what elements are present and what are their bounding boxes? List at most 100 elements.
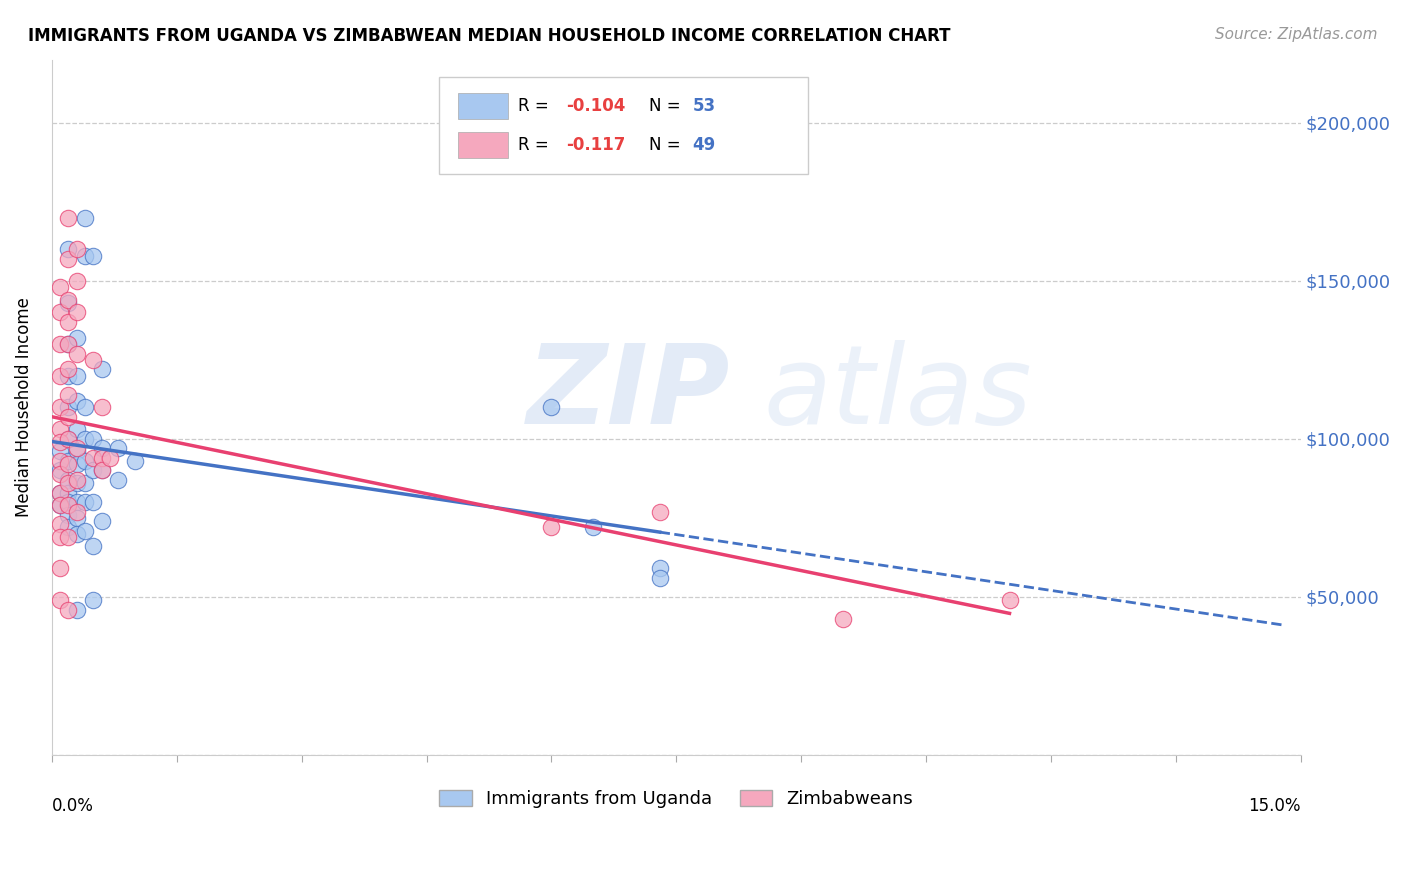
Point xyxy=(58,315,80,329)
Point xyxy=(66,242,89,256)
FancyBboxPatch shape xyxy=(458,132,508,159)
Point xyxy=(66,476,89,491)
Point xyxy=(58,520,80,534)
Point xyxy=(90,463,112,477)
Point xyxy=(90,442,112,456)
Point xyxy=(58,530,80,544)
Point xyxy=(66,495,89,509)
Point xyxy=(58,252,80,266)
Text: 53: 53 xyxy=(693,97,716,115)
Point xyxy=(49,280,72,294)
Point xyxy=(49,517,72,532)
Point xyxy=(58,473,80,487)
Point xyxy=(107,442,129,456)
Point xyxy=(58,362,80,376)
Point xyxy=(58,401,80,415)
Point xyxy=(66,511,89,525)
Point xyxy=(75,401,97,415)
Text: 15.0%: 15.0% xyxy=(1249,797,1301,814)
Point xyxy=(49,305,72,319)
Text: 0.0%: 0.0% xyxy=(52,797,94,814)
Point xyxy=(90,362,112,376)
Point xyxy=(58,387,80,401)
Point xyxy=(998,593,1021,607)
Y-axis label: Median Household Income: Median Household Income xyxy=(15,297,32,517)
Point xyxy=(58,296,80,310)
Point xyxy=(49,463,72,477)
Point xyxy=(49,485,72,500)
Point xyxy=(49,593,72,607)
Point xyxy=(58,409,80,424)
Point xyxy=(82,539,104,553)
Point xyxy=(66,368,89,383)
Text: Source: ZipAtlas.com: Source: ZipAtlas.com xyxy=(1215,27,1378,42)
Point xyxy=(58,211,80,225)
Point xyxy=(66,457,89,471)
Text: -0.117: -0.117 xyxy=(567,136,626,154)
Point xyxy=(75,524,97,538)
Point xyxy=(82,450,104,465)
Point xyxy=(58,495,80,509)
Point xyxy=(58,432,80,446)
Point xyxy=(66,274,89,288)
Point xyxy=(49,444,72,458)
Point xyxy=(66,442,89,456)
Point xyxy=(82,432,104,446)
Point xyxy=(49,401,72,415)
Point xyxy=(66,305,89,319)
Point xyxy=(49,561,72,575)
Point xyxy=(66,393,89,408)
Point xyxy=(75,248,97,262)
Text: R =: R = xyxy=(517,136,554,154)
Point xyxy=(648,571,671,585)
Point xyxy=(648,504,671,518)
Point xyxy=(90,514,112,528)
Point xyxy=(66,422,89,436)
Point xyxy=(66,346,89,360)
Text: 49: 49 xyxy=(693,136,716,154)
Text: atlas: atlas xyxy=(763,340,1032,447)
Point xyxy=(82,248,104,262)
Point xyxy=(832,612,855,626)
Point xyxy=(75,476,97,491)
Point xyxy=(58,498,80,512)
Point xyxy=(66,602,89,616)
Point xyxy=(540,520,562,534)
Point xyxy=(107,473,129,487)
Point xyxy=(648,561,671,575)
Point xyxy=(58,602,80,616)
Point xyxy=(49,422,72,436)
FancyBboxPatch shape xyxy=(439,77,807,174)
Point xyxy=(90,450,112,465)
Point xyxy=(66,444,89,458)
Text: ZIP: ZIP xyxy=(526,340,730,447)
Point xyxy=(75,454,97,468)
Point xyxy=(58,457,80,471)
Point xyxy=(66,473,89,487)
Text: N =: N = xyxy=(650,136,686,154)
Point xyxy=(58,337,80,351)
Point xyxy=(58,293,80,307)
Point xyxy=(90,463,112,477)
Point xyxy=(58,508,80,522)
Point xyxy=(66,331,89,345)
Point xyxy=(75,432,97,446)
Text: -0.104: -0.104 xyxy=(567,97,626,115)
Point xyxy=(82,593,104,607)
Point xyxy=(49,498,72,512)
Point xyxy=(49,530,72,544)
Point xyxy=(49,337,72,351)
Point xyxy=(49,467,72,481)
Point xyxy=(58,432,80,446)
Text: R =: R = xyxy=(517,97,554,115)
Point xyxy=(124,454,146,468)
Point xyxy=(49,485,72,500)
Point xyxy=(49,498,72,512)
FancyBboxPatch shape xyxy=(458,93,508,120)
Point xyxy=(58,242,80,256)
Point xyxy=(58,337,80,351)
Point xyxy=(58,454,80,468)
Point xyxy=(75,211,97,225)
Point xyxy=(58,368,80,383)
Point xyxy=(582,520,605,534)
